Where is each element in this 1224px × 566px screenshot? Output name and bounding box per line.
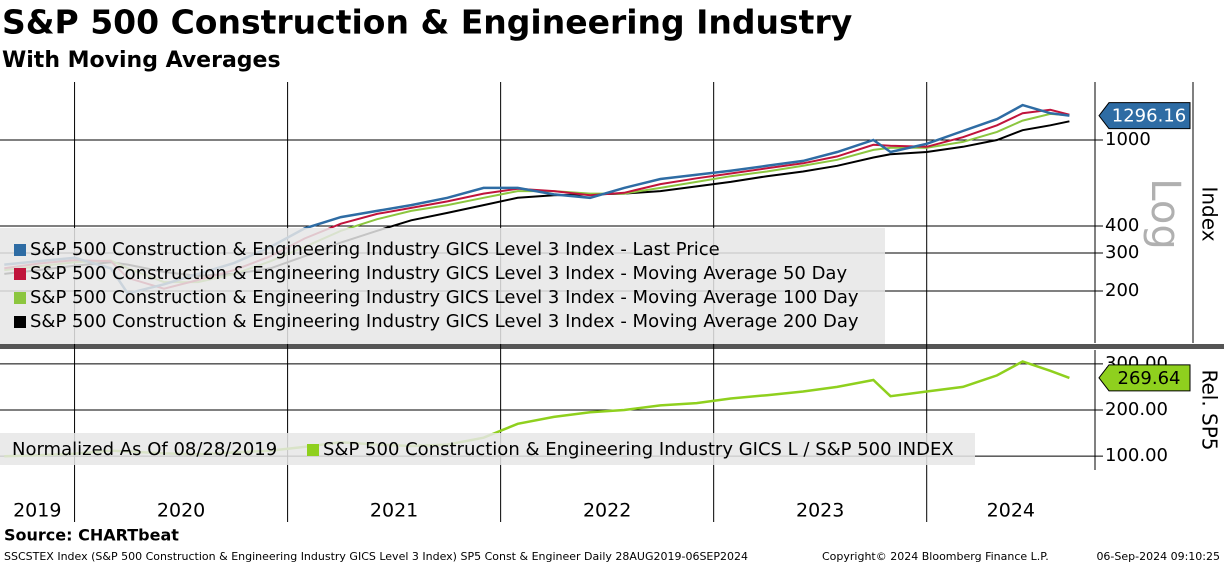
scale-label: Log [1142,178,1188,249]
y-tick-label: 100.00 [1105,445,1168,466]
y-tick-label: 400 [1105,215,1139,236]
x-band-label: 2019 [13,500,61,522]
legend-prefix: Normalized As Of 08/28/2019 [12,439,277,460]
footer-date: 06-Sep-2024 09:10:25 [1096,550,1220,563]
legend-label: S&P 500 Construction & Engineering Indus… [30,287,859,308]
x-band-label: 2023 [796,500,844,522]
panel-divider [0,344,1224,349]
last-value-label: 1296.16 [1112,106,1186,127]
legend-swatch [14,268,26,280]
legend-label: S&P 500 Construction & Engineering Indus… [323,439,954,460]
chart-title: S&P 500 Construction & Engineering Indus… [2,3,852,42]
source: Source: CHARTbeat [4,526,179,545]
legend-swatch [14,316,26,328]
last-value-tag [1098,364,1191,392]
x-band-label: 2021 [370,500,418,522]
x-band-label: 2022 [583,500,631,522]
y-tick-label: 200.00 [1105,399,1168,420]
legend-swatch [14,292,26,304]
y-tick-label: 200 [1105,280,1139,301]
legend-box [0,228,885,344]
y-axis-title: Rel. SP5 [1198,369,1222,450]
last-value-label: 269.64 [1118,368,1181,389]
legend-swatch [307,444,319,456]
y-tick-label: 1000 [1105,129,1151,150]
legend-label: S&P 500 Construction & Engineering Indus… [30,263,847,284]
footer-copyright: Copyright© 2024 Bloomberg Finance L.P. [822,550,1049,563]
legend-box [0,433,975,465]
chart-subtitle: With Moving Averages [2,48,281,73]
legend-label: S&P 500 Construction & Engineering Indus… [30,311,859,332]
y-tick-label: 300 [1105,242,1139,263]
y-axis-title: Index [1198,186,1222,241]
legend-label: S&P 500 Construction & Engineering Indus… [30,239,720,260]
last-value-tag [1098,102,1191,130]
x-band-label: 2024 [987,500,1035,522]
legend-swatch [14,244,26,256]
x-band-label: 2020 [157,500,205,522]
footer-info: SSCSTEX Index (S&P 500 Construction & En… [4,550,748,563]
